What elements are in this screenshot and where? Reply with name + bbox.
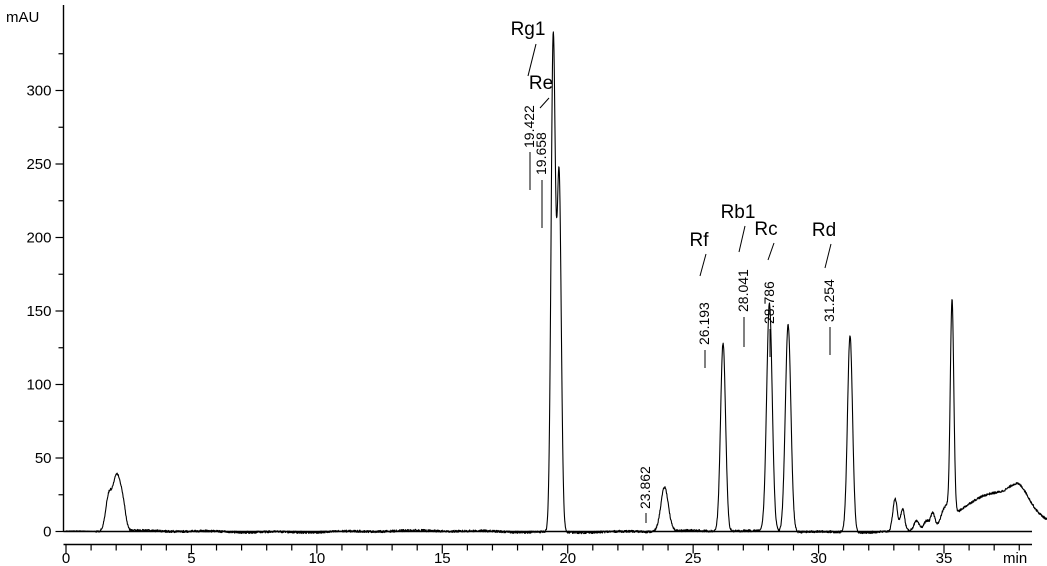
x-axis-tick-labels: 0 5 10 15 20 25 30 35 <box>62 550 953 566</box>
x-axis-tick-label: 20 <box>559 550 576 566</box>
leader-rf <box>699 253 707 277</box>
leader-rg1 <box>527 43 537 77</box>
retention-time-label: 31.254 <box>821 279 837 322</box>
y-axis-unit-label: mAU <box>6 9 39 26</box>
y-axis-tick-label: 100 <box>26 377 51 394</box>
x-axis-tick-label: 30 <box>810 550 827 566</box>
x-axis-tick-label: 25 <box>685 550 702 566</box>
peak-name-label-rf: Rf <box>690 230 710 251</box>
x-axis-tick-label: 10 <box>309 550 326 566</box>
leader-re <box>539 97 550 109</box>
retention-time-label: 23.862 <box>637 466 653 509</box>
peak-name-label-rc: Rc <box>754 219 777 240</box>
retention-time-label: 28.041 <box>735 269 751 312</box>
y-axis-tick-label: 300 <box>26 83 51 100</box>
leader-rc <box>767 242 775 261</box>
retention-time-label: 19.422 <box>521 105 537 148</box>
y-axis-tick-label: 250 <box>26 156 51 173</box>
peak-name-label-re: Re <box>529 73 553 94</box>
leader-rb1 <box>738 225 746 253</box>
peak-leader-lines <box>527 43 832 523</box>
y-axis-tick-label: 200 <box>26 230 51 247</box>
x-axis-tick-label: 15 <box>434 550 451 566</box>
peak-name-label-rb1: Rb1 <box>721 202 756 223</box>
y-axis-tick-labels: 0 50 100 150 200 250 300 <box>26 83 51 541</box>
y-axis-tick-label: 50 <box>35 450 52 467</box>
chromatogram-trace[interactable] <box>65 31 1047 535</box>
x-axis-tick-label: 5 <box>187 550 195 566</box>
leader-rd <box>824 243 832 269</box>
y-axis-tick-label: 0 <box>43 524 51 541</box>
retention-time-label: 26.193 <box>696 302 712 345</box>
y-axis-ticks <box>55 53 64 533</box>
x-axis-tick-label: 35 <box>936 550 953 566</box>
peak-name-label-rd: Rd <box>812 220 836 241</box>
retention-time-label: 28.786 <box>761 281 777 324</box>
y-axis-tick-label: 150 <box>26 303 51 320</box>
x-axis-ticks <box>65 544 1020 554</box>
retention-time-label: 19.658 <box>533 132 549 175</box>
x-axis-tick-label: 0 <box>62 550 70 566</box>
peak-name-label-rg1: Rg1 <box>511 19 546 40</box>
x-axis-unit-label: min <box>1003 550 1027 566</box>
